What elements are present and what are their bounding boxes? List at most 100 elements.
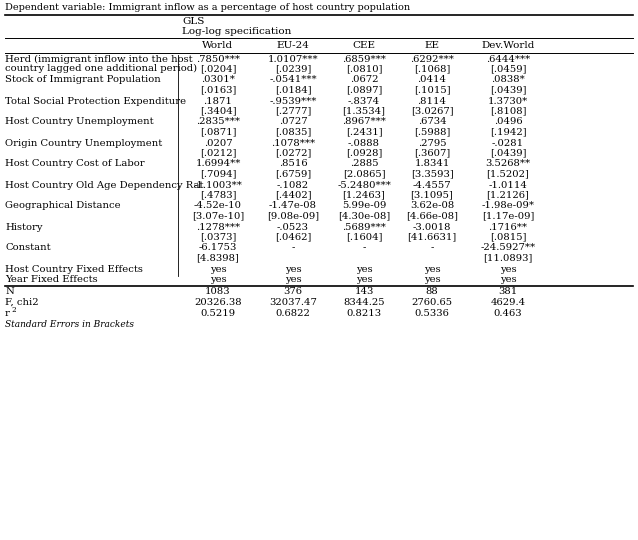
Text: yes: yes — [424, 275, 440, 284]
Text: [.0184]: [.0184] — [275, 85, 311, 94]
Text: [.0462]: [.0462] — [275, 232, 311, 241]
Text: [.1604]: [.1604] — [346, 232, 382, 241]
Text: 3.62e-08: 3.62e-08 — [410, 201, 454, 211]
Text: -: - — [292, 244, 295, 253]
Text: [1.17e-09]: [1.17e-09] — [482, 211, 534, 220]
Text: .1871: .1871 — [204, 97, 232, 105]
Text: [.0163]: [.0163] — [200, 85, 236, 94]
Text: [2.0865]: [2.0865] — [343, 169, 385, 178]
Text: 0.5336: 0.5336 — [415, 308, 449, 318]
Text: 2: 2 — [11, 307, 15, 314]
Text: Host Country Unemployment: Host Country Unemployment — [5, 118, 154, 126]
Text: 1.3730*: 1.3730* — [488, 97, 528, 105]
Text: [4.8398]: [4.8398] — [197, 253, 239, 262]
Text: 88: 88 — [426, 287, 438, 296]
Text: [.0439]: [.0439] — [490, 85, 526, 94]
Text: 0.463: 0.463 — [494, 308, 523, 318]
Text: 4629.4: 4629.4 — [491, 298, 526, 307]
Text: [.3607]: [.3607] — [414, 148, 450, 157]
Text: World: World — [202, 41, 234, 50]
Text: -.1082: -.1082 — [277, 180, 309, 190]
Text: [3.07e-10]: [3.07e-10] — [192, 211, 244, 220]
Text: .1078***: .1078*** — [271, 138, 315, 147]
Text: [.6759]: [.6759] — [275, 169, 311, 178]
Text: yes: yes — [424, 265, 440, 273]
Text: [.1068]: [.1068] — [414, 64, 450, 73]
Text: r: r — [5, 308, 10, 318]
Text: -.0523: -.0523 — [277, 222, 309, 232]
Text: .8516: .8516 — [279, 159, 308, 168]
Text: Standard Errors in Brackets: Standard Errors in Brackets — [5, 320, 134, 329]
Text: .8114: .8114 — [417, 97, 447, 105]
Text: Geographical Distance: Geographical Distance — [5, 201, 121, 211]
Text: 376: 376 — [283, 287, 302, 296]
Text: Host Country Old Age Dependency Rat: Host Country Old Age Dependency Rat — [5, 180, 204, 190]
Text: .6859***: .6859*** — [342, 55, 386, 64]
Text: .2795: .2795 — [418, 138, 447, 147]
Text: Log-log specification: Log-log specification — [182, 28, 292, 37]
Text: Total Social Protection Expenditure: Total Social Protection Expenditure — [5, 97, 186, 105]
Text: .0207: .0207 — [204, 138, 232, 147]
Text: [1.5202]: [1.5202] — [487, 169, 530, 178]
Text: .2885: .2885 — [350, 159, 378, 168]
Text: .0414: .0414 — [417, 76, 447, 84]
Text: [41.6631]: [41.6631] — [408, 232, 457, 241]
Text: .0301*: .0301* — [201, 76, 235, 84]
Text: [.2431]: [.2431] — [346, 127, 382, 136]
Text: [3.1095]: [3.1095] — [411, 190, 454, 199]
Text: 20326.38: 20326.38 — [194, 298, 242, 307]
Text: 8344.25: 8344.25 — [343, 298, 385, 307]
Text: [.4783]: [.4783] — [200, 190, 236, 199]
Text: [1.2126]: [1.2126] — [487, 190, 530, 199]
Text: 1.6994**: 1.6994** — [195, 159, 241, 168]
Text: .6292***: .6292*** — [410, 55, 454, 64]
Text: Origin Country Unemployment: Origin Country Unemployment — [5, 138, 162, 147]
Text: .0496: .0496 — [494, 118, 523, 126]
Text: yes: yes — [210, 275, 226, 284]
Text: [.2777]: [.2777] — [275, 106, 311, 115]
Text: .8967***: .8967*** — [342, 118, 386, 126]
Text: History: History — [5, 222, 43, 232]
Text: [.0928]: [.0928] — [346, 148, 382, 157]
Text: .0672: .0672 — [350, 76, 378, 84]
Text: -4.4557: -4.4557 — [413, 180, 451, 190]
Text: -.0281: -.0281 — [492, 138, 524, 147]
Text: yes: yes — [285, 265, 301, 273]
Text: [1.2463]: [1.2463] — [343, 190, 385, 199]
Text: yes: yes — [285, 275, 301, 284]
Text: -24.5927**: -24.5927** — [480, 244, 535, 253]
Text: Dev.World: Dev.World — [481, 41, 535, 50]
Text: yes: yes — [500, 265, 516, 273]
Text: EE: EE — [424, 41, 440, 50]
Text: .5689***: .5689*** — [342, 222, 386, 232]
Text: 2760.65: 2760.65 — [412, 298, 452, 307]
Text: -1.1003**: -1.1003** — [193, 180, 242, 190]
Text: .2835***: .2835*** — [196, 118, 240, 126]
Text: GLS: GLS — [182, 17, 204, 26]
Text: [3.3593]: [3.3593] — [411, 169, 454, 178]
Text: [.0212]: [.0212] — [200, 148, 236, 157]
Text: -.9539***: -.9539*** — [269, 97, 316, 105]
Text: [.1015]: [.1015] — [413, 85, 450, 94]
Text: [11.0893]: [11.0893] — [484, 253, 533, 262]
Text: -: - — [430, 244, 434, 253]
Text: -.0541***: -.0541*** — [269, 76, 317, 84]
Text: [.0439]: [.0439] — [490, 148, 526, 157]
Text: .1716**: .1716** — [489, 222, 528, 232]
Text: [.0373]: [.0373] — [200, 232, 236, 241]
Text: yes: yes — [500, 275, 516, 284]
Text: 1083: 1083 — [205, 287, 231, 296]
Text: [1.3534]: [1.3534] — [343, 106, 385, 115]
Text: 32037.47: 32037.47 — [269, 298, 317, 307]
Text: [.0810]: [.0810] — [346, 64, 382, 73]
Text: [9.08e-09]: [9.08e-09] — [267, 211, 319, 220]
Text: Host Country Fixed Effects: Host Country Fixed Effects — [5, 265, 143, 273]
Text: Dependent variable: Immigrant inflow as a percentage of host country population: Dependent variable: Immigrant inflow as … — [5, 3, 410, 12]
Text: 5.99e-09: 5.99e-09 — [342, 201, 386, 211]
Text: yes: yes — [210, 265, 226, 273]
Text: N: N — [5, 287, 14, 296]
Text: [.1942]: [.1942] — [490, 127, 526, 136]
Text: Constant: Constant — [5, 244, 50, 253]
Text: -1.47e-08: -1.47e-08 — [269, 201, 317, 211]
Text: yes: yes — [356, 265, 373, 273]
